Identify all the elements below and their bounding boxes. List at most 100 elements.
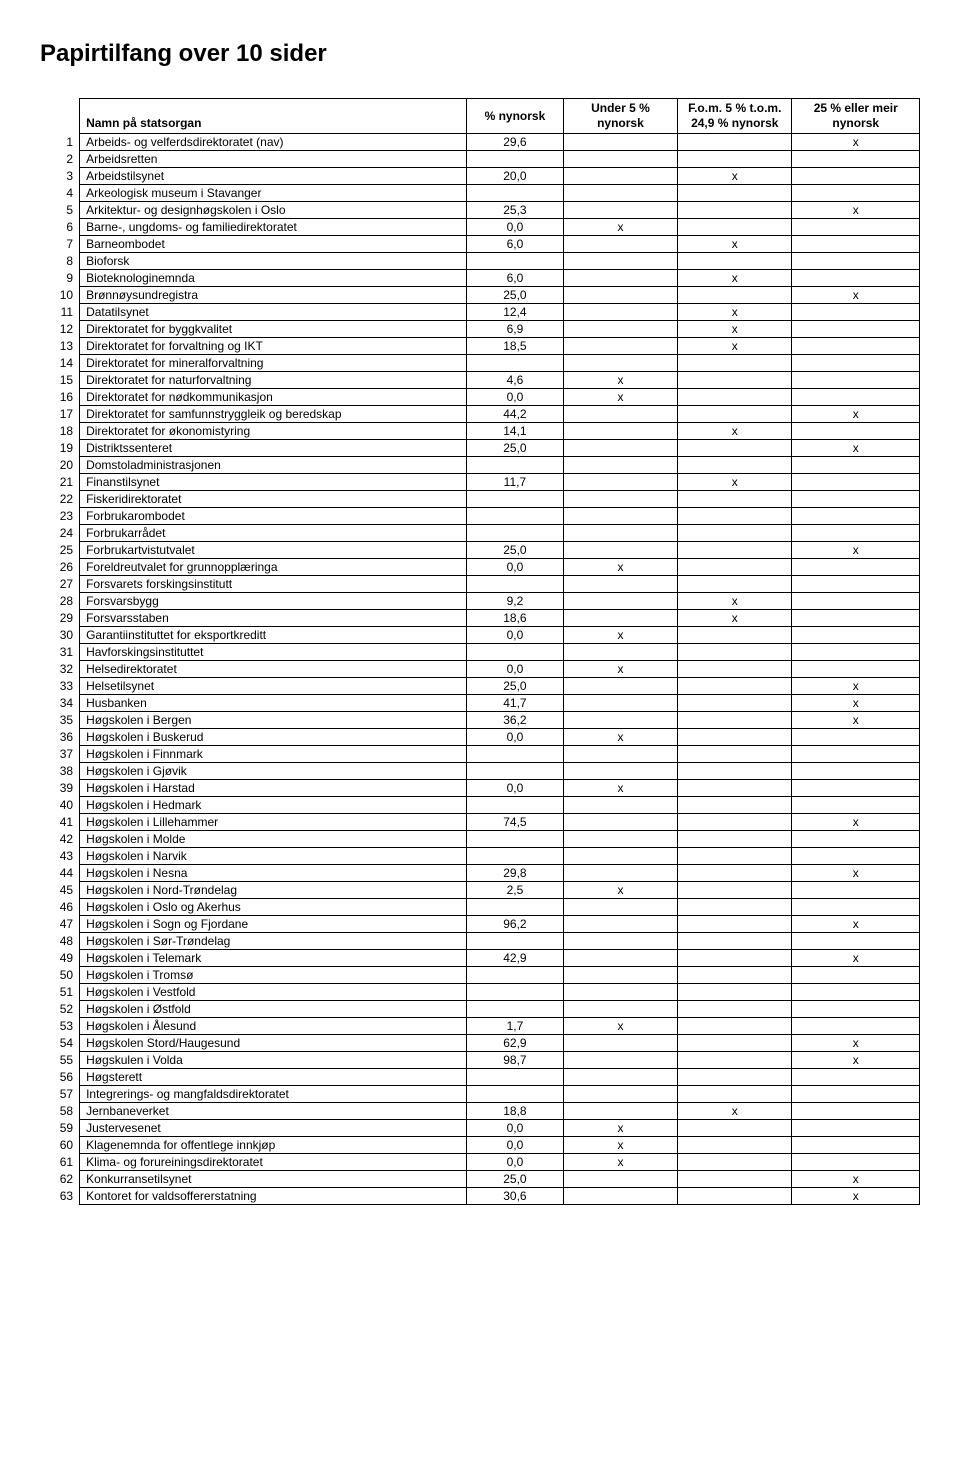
row-number: 18 [40, 423, 80, 440]
cell-high: x [792, 134, 920, 151]
cell-high [792, 372, 920, 389]
table-row: 16Direktoratet for nødkommunikasjon0,0x [40, 389, 920, 406]
cell-high [792, 763, 920, 780]
cell-name: Direktoratet for samfunnstryggleik og be… [80, 406, 467, 423]
row-number: 34 [40, 695, 80, 712]
cell-under5: x [563, 559, 677, 576]
col-head-mid: F.o.m. 5 % t.o.m. 24,9 % nynorsk [678, 99, 792, 134]
cell-name: Forbrukarombodet [80, 508, 467, 525]
cell-high [792, 797, 920, 814]
cell-mid [678, 780, 792, 797]
cell-mid [678, 542, 792, 559]
cell-pct: 29,6 [467, 134, 564, 151]
cell-mid [678, 440, 792, 457]
cell-under5 [563, 321, 677, 338]
row-number: 55 [40, 1052, 80, 1069]
cell-high: x [792, 1188, 920, 1205]
cell-mid [678, 491, 792, 508]
cell-mid [678, 865, 792, 882]
table-row: 57Integrerings- og mangfaldsdirektoratet [40, 1086, 920, 1103]
table-row: 35Høgskolen i Bergen36,2x [40, 712, 920, 729]
row-number: 15 [40, 372, 80, 389]
col-head-pct: % nynorsk [467, 99, 564, 134]
row-number: 31 [40, 644, 80, 661]
cell-high [792, 984, 920, 1001]
cell-mid [678, 134, 792, 151]
cell-under5 [563, 576, 677, 593]
cell-under5 [563, 253, 677, 270]
cell-under5: x [563, 882, 677, 899]
cell-high: x [792, 440, 920, 457]
cell-pct: 0,0 [467, 627, 564, 644]
table-row: 62Konkurransetilsynet25,0x [40, 1171, 920, 1188]
cell-under5 [563, 593, 677, 610]
cell-pct [467, 644, 564, 661]
row-number: 47 [40, 916, 80, 933]
cell-pct [467, 253, 564, 270]
cell-name: Foreldreutvalet for grunnopplæringa [80, 559, 467, 576]
row-number: 17 [40, 406, 80, 423]
table-row: 36Høgskolen i Buskerud0,0x [40, 729, 920, 746]
data-table: Namn på statsorgan % nynorsk Under 5 % n… [40, 98, 920, 1205]
cell-pct [467, 576, 564, 593]
cell-name: Fiskeridirektoratet [80, 491, 467, 508]
cell-high [792, 1001, 920, 1018]
table-row: 26Foreldreutvalet for grunnopplæringa0,0… [40, 559, 920, 576]
cell-high [792, 746, 920, 763]
row-number: 37 [40, 746, 80, 763]
cell-under5 [563, 984, 677, 1001]
cell-mid [678, 763, 792, 780]
cell-mid [678, 253, 792, 270]
row-number: 8 [40, 253, 80, 270]
cell-high [792, 593, 920, 610]
cell-name: Høgskulen i Volda [80, 1052, 467, 1069]
cell-high: x [792, 814, 920, 831]
row-number: 44 [40, 865, 80, 882]
cell-under5 [563, 457, 677, 474]
cell-under5: x [563, 219, 677, 236]
cell-high [792, 661, 920, 678]
row-number: 35 [40, 712, 80, 729]
table-row: 45Høgskolen i Nord-Trøndelag2,5x [40, 882, 920, 899]
cell-name: Havforskingsinstituttet [80, 644, 467, 661]
cell-under5 [563, 746, 677, 763]
cell-under5 [563, 134, 677, 151]
table-row: 40Høgskolen i Hedmark [40, 797, 920, 814]
cell-mid [678, 661, 792, 678]
table-row: 43Høgskolen i Narvik [40, 848, 920, 865]
cell-high [792, 729, 920, 746]
cell-name: Domstoladministrasjonen [80, 457, 467, 474]
cell-high [792, 780, 920, 797]
cell-name: Høgskolen i Gjøvik [80, 763, 467, 780]
cell-name: Barneombodet [80, 236, 467, 253]
row-number: 5 [40, 202, 80, 219]
cell-under5: x [563, 372, 677, 389]
cell-pct: 41,7 [467, 695, 564, 712]
cell-high [792, 151, 920, 168]
cell-mid: x [678, 423, 792, 440]
cell-high [792, 423, 920, 440]
cell-high [792, 1120, 920, 1137]
cell-name: Høgsterett [80, 1069, 467, 1086]
cell-high [792, 559, 920, 576]
cell-mid [678, 1120, 792, 1137]
cell-high [792, 389, 920, 406]
cell-name: Forbrukarrådet [80, 525, 467, 542]
row-number: 29 [40, 610, 80, 627]
table-row: 13Direktoratet for forvaltning og IKT18,… [40, 338, 920, 355]
col-head-high: 25 % eller meir nynorsk [792, 99, 920, 134]
cell-mid [678, 848, 792, 865]
cell-under5 [563, 1103, 677, 1120]
table-row: 56Høgsterett [40, 1069, 920, 1086]
cell-mid [678, 1018, 792, 1035]
cell-mid [678, 185, 792, 202]
cell-pct: 25,0 [467, 542, 564, 559]
cell-mid [678, 695, 792, 712]
cell-pct: 18,8 [467, 1103, 564, 1120]
cell-under5 [563, 1171, 677, 1188]
cell-mid: x [678, 474, 792, 491]
cell-pct: 0,0 [467, 1120, 564, 1137]
cell-high: x [792, 678, 920, 695]
cell-mid [678, 678, 792, 695]
row-number: 50 [40, 967, 80, 984]
